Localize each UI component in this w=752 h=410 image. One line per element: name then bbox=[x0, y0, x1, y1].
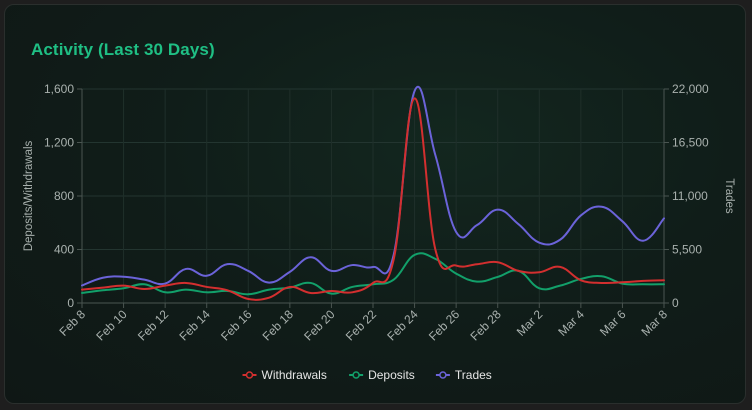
x-tick-label: Feb 22 bbox=[343, 307, 380, 344]
x-tick-label: Feb 12 bbox=[135, 307, 172, 344]
right-tick-label: 16,500 bbox=[672, 136, 709, 150]
right-axis-title: Trades bbox=[723, 178, 735, 214]
x-tick-label: Feb 16 bbox=[218, 307, 255, 344]
left-tick-label: 400 bbox=[54, 243, 74, 257]
chart-title: Activity (Last 30 Days) bbox=[31, 40, 215, 59]
right-tick-label: 5,500 bbox=[672, 243, 702, 257]
x-tick-label: Feb 18 bbox=[260, 307, 297, 344]
legend-withdrawals-marker[interactable] bbox=[245, 371, 254, 379]
legend-deposits-marker[interactable] bbox=[352, 371, 360, 379]
left-tick-label: 800 bbox=[54, 189, 74, 203]
deposits-series-line bbox=[81, 252, 665, 296]
right-tick-label: 0 bbox=[672, 296, 679, 310]
x-tick-label: Feb 26 bbox=[426, 307, 463, 344]
withdrawals-series-line bbox=[81, 97, 665, 301]
left-tick-label: 1,600 bbox=[44, 82, 74, 96]
x-tick-label: Feb 10 bbox=[93, 307, 130, 344]
x-tick-label: Mar 4 bbox=[555, 307, 587, 339]
right-tick-label: 22,000 bbox=[672, 82, 709, 96]
legend-trades-marker[interactable] bbox=[439, 371, 447, 379]
x-tick-label: Feb 8 bbox=[57, 307, 89, 339]
x-tick-label: Feb 20 bbox=[301, 307, 338, 344]
x-tick-label: Mar 2 bbox=[514, 307, 546, 339]
right-tick-label: 11,000 bbox=[672, 189, 708, 203]
x-tick-label: Feb 14 bbox=[177, 307, 214, 344]
trades-series-line bbox=[81, 86, 665, 287]
x-tick-label: Mar 8 bbox=[639, 307, 671, 339]
left-axis-title: Deposits/Withdrawals bbox=[23, 140, 35, 251]
legend-trades-label[interactable]: Trades bbox=[455, 368, 492, 382]
x-tick-label: Feb 28 bbox=[468, 307, 505, 344]
x-tick-label: Mar 6 bbox=[597, 307, 629, 339]
x-tick-label: Feb 24 bbox=[384, 307, 421, 344]
left-tick-label: 0 bbox=[67, 296, 74, 310]
left-tick-label: 1,200 bbox=[44, 136, 74, 150]
legend-deposits-label[interactable]: Deposits bbox=[368, 368, 415, 382]
legend-withdrawals-label[interactable]: Withdrawals bbox=[262, 368, 327, 382]
